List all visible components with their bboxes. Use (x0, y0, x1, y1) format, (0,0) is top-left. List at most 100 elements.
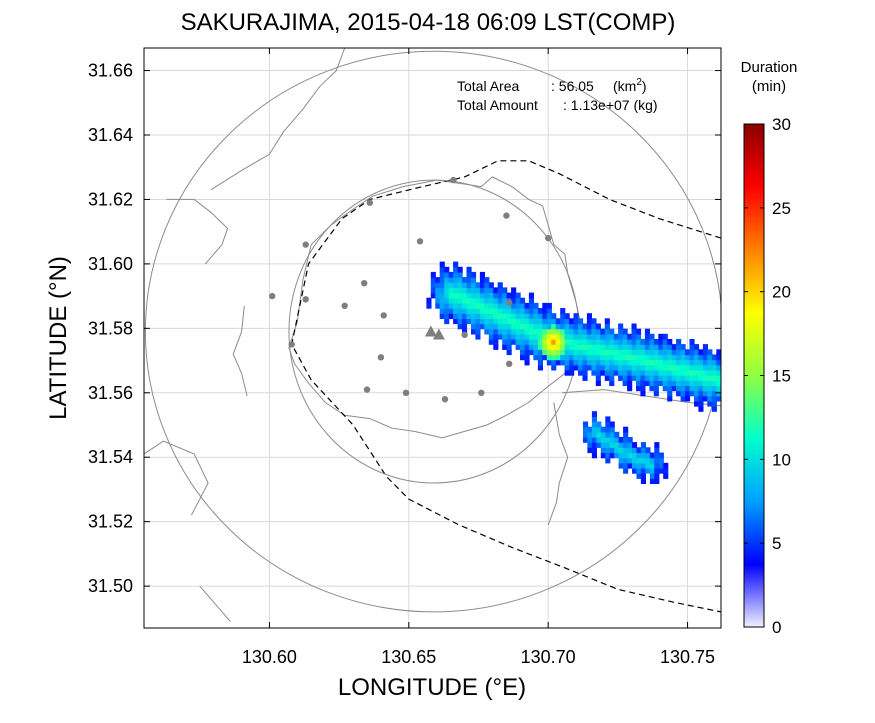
plume-cell (582, 344, 588, 350)
plume-cell (551, 318, 557, 325)
plume-cell (506, 313, 512, 319)
plume-cell (488, 308, 494, 314)
plume-cell (739, 375, 744, 381)
plume-cell (632, 457, 638, 464)
plume-cell (739, 360, 744, 366)
plume-cell (636, 344, 642, 350)
plume-cell (578, 323, 584, 330)
plume-cell (640, 457, 646, 464)
plume-cell (596, 426, 602, 433)
plume-cell (560, 318, 566, 325)
station-dot (441, 396, 449, 403)
station-dot (341, 302, 348, 309)
plume-cell (560, 339, 566, 345)
plume-cell (640, 447, 646, 454)
plume-cell (471, 302, 477, 309)
plume-cell (640, 364, 646, 371)
plume-cell (667, 369, 673, 376)
plume-cell (636, 359, 642, 366)
coastline (547, 402, 569, 526)
plume-cell (595, 323, 601, 330)
plume-cell (694, 344, 700, 350)
plume-cell (569, 344, 575, 350)
x-axis-label: LONGITUDE (°E) (338, 674, 526, 701)
plume-cell (520, 328, 526, 335)
plume-cell (600, 333, 606, 340)
plume-cell (644, 339, 650, 345)
plume-cell (444, 282, 450, 289)
plume-cell (662, 369, 668, 376)
plume-cell (644, 359, 650, 366)
plume-cell (430, 282, 436, 289)
plume-cell (506, 328, 512, 335)
plume-cell (618, 328, 624, 335)
plume-cell (560, 354, 566, 361)
plume-cell (586, 349, 592, 356)
plume-cell (537, 313, 543, 319)
plume-cell (662, 385, 668, 392)
plume-cell (520, 297, 526, 304)
plume-cell (462, 308, 468, 314)
plume-cell (649, 385, 655, 392)
plume-cell (586, 344, 592, 350)
plume-cell (623, 442, 629, 448)
plume-cell (448, 287, 454, 294)
plume-cell (435, 282, 441, 289)
plume-cell (725, 365, 730, 371)
plume-cell (644, 328, 650, 335)
plume-cell (734, 380, 739, 386)
plume-cell (475, 333, 481, 340)
plume-cell (689, 380, 695, 386)
plume-cell (725, 406, 730, 412)
plume-cell (586, 364, 592, 371)
plume-cell (725, 396, 730, 402)
colorbar-tick-label: 15 (772, 367, 791, 386)
plume-cell (730, 365, 735, 371)
colorbar-tick-label: 20 (772, 283, 791, 302)
plume-cell (488, 297, 494, 304)
plume-cell (636, 339, 642, 345)
plume-cell (707, 395, 713, 402)
plume-cell (596, 431, 602, 438)
plume-cell (573, 349, 579, 356)
plume-cell (730, 370, 735, 376)
plume-cell (524, 313, 530, 319)
plume-cell (502, 302, 508, 309)
plume-cell (596, 437, 602, 443)
plume-cell (462, 282, 468, 289)
plume-cell (667, 390, 673, 397)
plume-cell (484, 282, 490, 289)
plume-cell (653, 339, 659, 345)
plume-cell (716, 375, 721, 381)
plume-cell (632, 452, 638, 459)
plume-cell (613, 344, 619, 350)
plume-cell (600, 369, 606, 376)
plume-cell (622, 333, 628, 340)
plume-cell (609, 442, 615, 448)
plume-cell (457, 292, 463, 299)
plume-cell (493, 333, 499, 340)
plume-cell (502, 339, 508, 345)
plume-cell (653, 375, 659, 381)
plume-cell (734, 396, 739, 402)
plume-cell (537, 339, 543, 345)
plume-cell (587, 437, 593, 443)
station-dot (506, 360, 513, 367)
plume-cell (479, 271, 485, 278)
plume-cell (627, 385, 633, 392)
plume-cell (716, 364, 721, 371)
plume-cell (497, 318, 503, 325)
plume-cell (618, 437, 624, 443)
plume-cell (654, 473, 660, 479)
plume-cell (439, 308, 445, 314)
plume-cell (457, 318, 463, 325)
plume-cell (600, 354, 606, 361)
plume-cell (582, 333, 588, 340)
plume-cell (609, 431, 615, 438)
plume-cell (511, 308, 517, 314)
plume-cell (471, 308, 477, 314)
plume-cell (667, 349, 673, 356)
plume-cell (457, 277, 463, 283)
plume-cell (515, 292, 521, 299)
plume-cell (640, 354, 646, 361)
